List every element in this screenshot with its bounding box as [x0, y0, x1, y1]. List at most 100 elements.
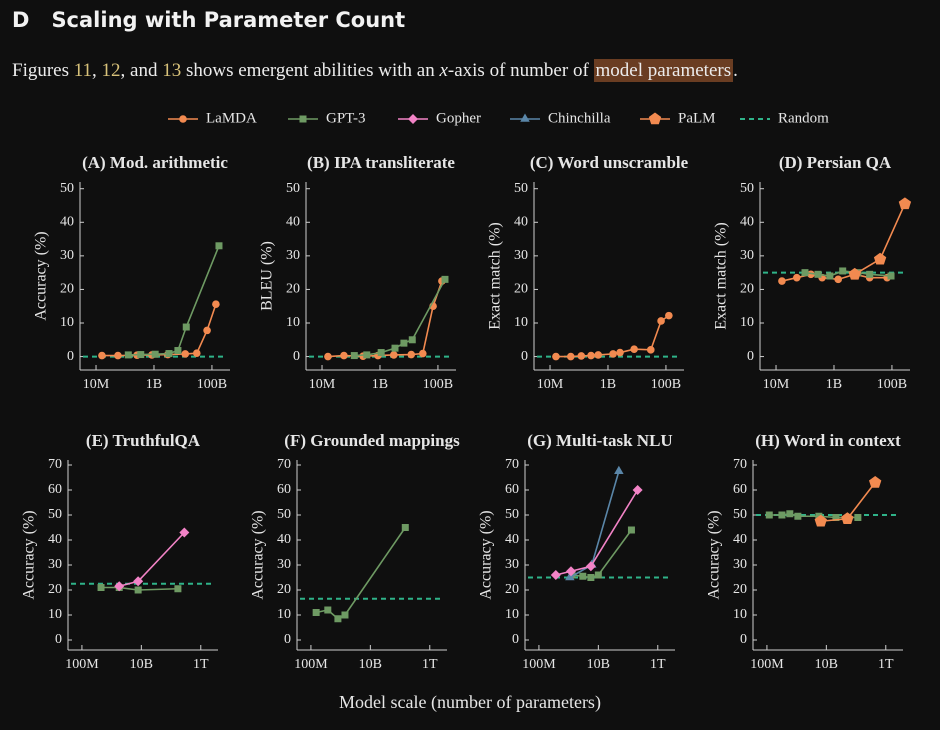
- data-point: [565, 566, 576, 577]
- y-axis-label: Accuracy (%): [478, 510, 495, 599]
- y-tick-label: 70: [505, 457, 519, 472]
- data-point: [841, 512, 854, 525]
- data-point: [174, 347, 182, 355]
- intro-ref[interactable]: 13: [162, 60, 182, 81]
- y-tick-label: 10: [277, 607, 291, 622]
- x-tick-label: 1B: [600, 377, 616, 392]
- y-tick-label: 50: [60, 181, 74, 196]
- panel-title: (C) Word unscramble: [530, 153, 689, 172]
- y-tick-label: 20: [48, 582, 62, 597]
- y-tick-label: 40: [733, 532, 747, 547]
- x-tick-label: 100M: [522, 657, 556, 672]
- y-tick-label: 50: [733, 507, 747, 522]
- data-point: [441, 275, 449, 283]
- legend-label: PaLM: [678, 110, 716, 126]
- data-point: [630, 345, 638, 353]
- y-tick-label: 50: [286, 181, 300, 196]
- data-point: [786, 510, 794, 518]
- data-point: [215, 242, 223, 250]
- y-tick-label: 40: [48, 532, 62, 547]
- data-point: [579, 572, 587, 580]
- y-tick-label: 30: [740, 248, 754, 263]
- panel-title: (H) Word in context: [755, 431, 901, 450]
- series-line: [119, 531, 185, 588]
- y-tick-label: 40: [740, 215, 754, 230]
- y-tick-label: 0: [293, 349, 300, 364]
- y-tick-label: 30: [48, 557, 62, 572]
- data-point: [587, 351, 595, 360]
- y-tick-label: 20: [740, 282, 754, 297]
- y-tick-label: 10: [60, 315, 74, 330]
- data-point: [869, 476, 882, 488]
- data-point: [97, 584, 105, 591]
- y-tick-label: 30: [60, 248, 74, 263]
- series-line: [101, 586, 178, 591]
- data-point: [133, 576, 144, 587]
- y-axis-label: Exact match (%): [487, 222, 504, 330]
- y-tick-label: 70: [733, 457, 747, 472]
- series-line: [101, 303, 217, 357]
- data-point: [350, 352, 358, 360]
- legend-marker: [520, 113, 530, 122]
- data-point: [334, 615, 342, 623]
- y-axis-label: Accuracy (%): [250, 510, 267, 599]
- data-point: [181, 350, 190, 358]
- data-point: [179, 527, 190, 538]
- x-tick-label: 10M: [83, 377, 110, 392]
- panel-title: (B) IPA transliterate: [307, 153, 455, 172]
- y-tick-label: 20: [733, 582, 747, 597]
- y-tick-label: 0: [512, 632, 519, 647]
- data-point: [340, 351, 348, 360]
- legend-marker: [179, 115, 187, 123]
- x-tick-label: 10M: [537, 377, 564, 392]
- intro-ref[interactable]: 12: [101, 60, 121, 81]
- y-tick-label: 60: [733, 482, 747, 497]
- x-tick-label: 1B: [826, 377, 842, 392]
- legend-label: LaMDA: [206, 110, 257, 126]
- y-tick-label: 20: [505, 582, 519, 597]
- data-point: [848, 267, 861, 280]
- legend-marker: [408, 114, 418, 124]
- y-tick-label: 50: [740, 181, 754, 196]
- intro-highlight: model parameters: [593, 59, 734, 82]
- data-point: [839, 267, 847, 275]
- intro-text: .: [733, 60, 738, 81]
- series-line: [555, 489, 639, 576]
- legend-marker: [648, 112, 662, 125]
- y-tick-label: 20: [60, 282, 74, 297]
- intro-ref[interactable]: 11: [73, 60, 93, 81]
- data-point: [192, 349, 201, 358]
- x-tick-label: 1T: [422, 657, 438, 672]
- y-tick-label: 50: [277, 507, 291, 522]
- intro-text: , and: [120, 60, 163, 81]
- series-line: [128, 245, 220, 356]
- data-point: [814, 514, 827, 527]
- x-tick-label: 10B: [815, 657, 838, 672]
- data-point: [212, 300, 220, 309]
- x-tick-label: 100B: [877, 377, 907, 392]
- data-point: [550, 570, 561, 580]
- data-point: [778, 277, 786, 285]
- y-tick-label: 40: [277, 532, 291, 547]
- data-point: [407, 350, 416, 359]
- data-point: [898, 197, 912, 210]
- series-line: [327, 280, 443, 358]
- y-axis-label: Accuracy (%): [21, 510, 38, 599]
- y-axis-label: Accuracy (%): [33, 231, 50, 320]
- data-point: [565, 572, 575, 581]
- y-tick-label: 0: [284, 632, 291, 647]
- data-point: [134, 586, 142, 594]
- data-point: [765, 511, 773, 519]
- y-tick-label: 60: [505, 482, 519, 497]
- x-tick-label: 100B: [197, 377, 227, 392]
- data-point: [124, 351, 132, 359]
- data-point: [377, 349, 385, 357]
- x-tick-label: 100M: [294, 657, 328, 672]
- data-point: [646, 346, 655, 354]
- panel-title: (A) Mod. arithmetic: [82, 153, 228, 172]
- x-tick-label: 10M: [309, 377, 336, 392]
- data-point: [834, 275, 843, 284]
- x-tick-label: 1T: [878, 657, 894, 672]
- y-tick-label: 0: [740, 632, 747, 647]
